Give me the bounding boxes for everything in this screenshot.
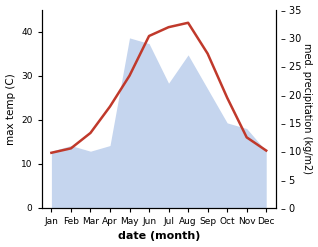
X-axis label: date (month): date (month) (118, 231, 200, 242)
Y-axis label: med. precipitation (kg/m2): med. precipitation (kg/m2) (302, 43, 313, 174)
Y-axis label: max temp (C): max temp (C) (5, 73, 16, 144)
